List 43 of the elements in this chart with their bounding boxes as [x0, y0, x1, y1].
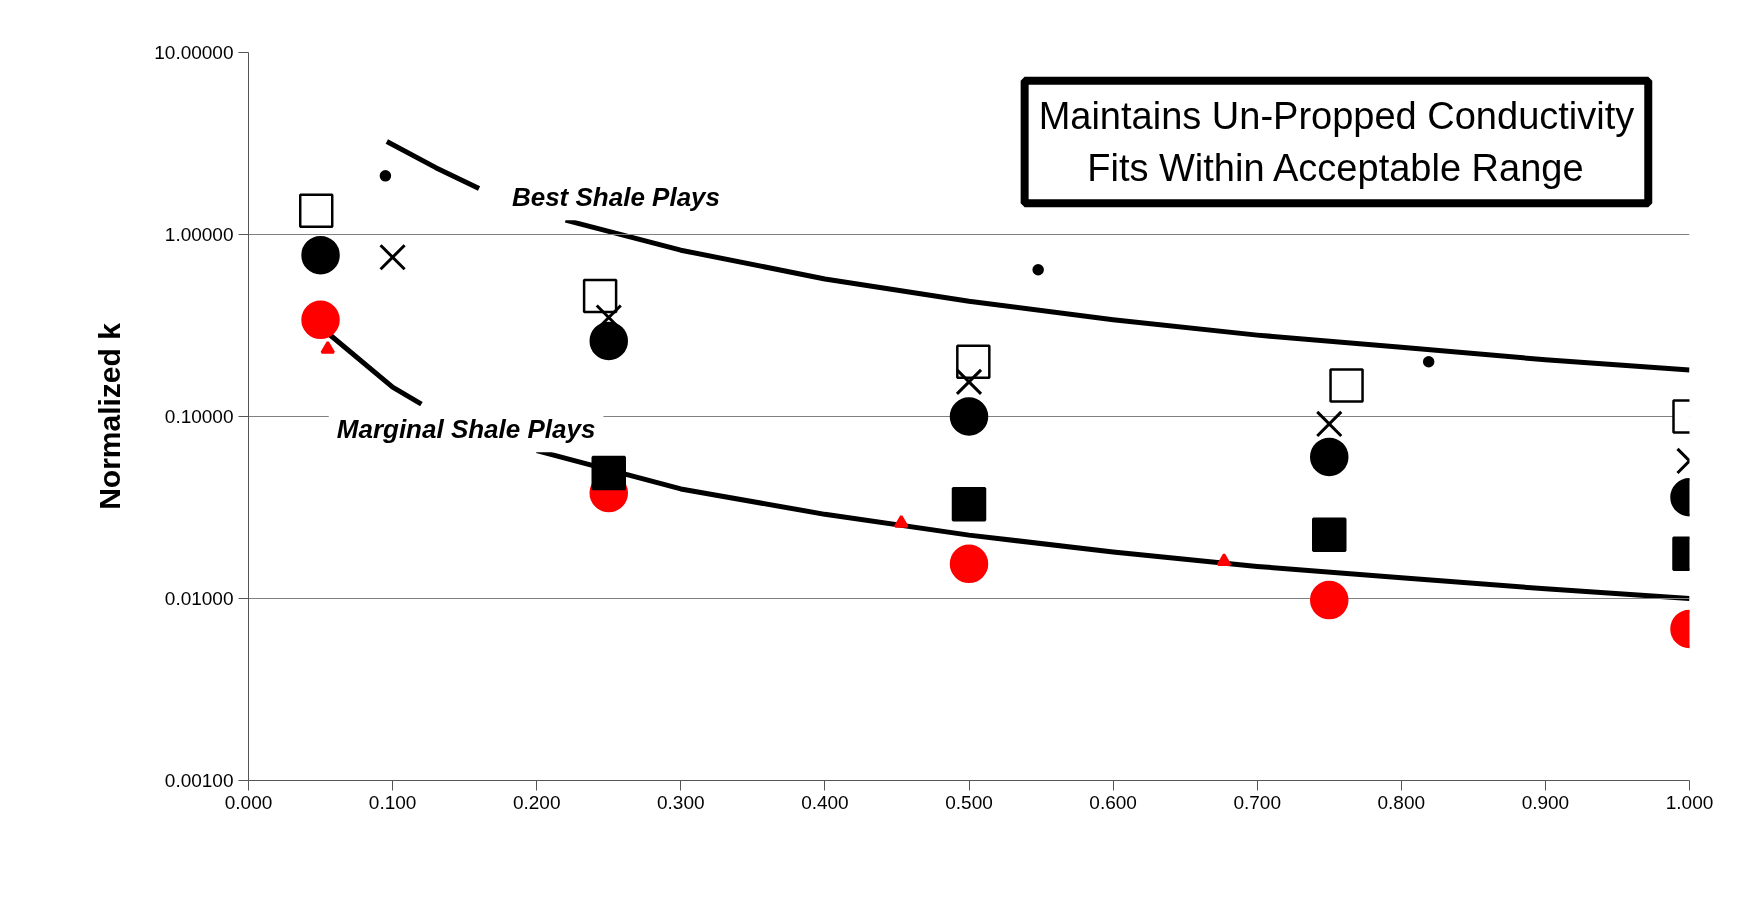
x-tick-label: 0.500 — [945, 791, 993, 813]
point — [1032, 264, 1044, 276]
x-tick-label: 0.400 — [801, 791, 849, 813]
point — [379, 170, 392, 182]
point — [589, 321, 628, 361]
point — [956, 344, 991, 379]
point — [1315, 410, 1343, 438]
point — [1312, 517, 1347, 552]
point — [949, 397, 989, 436]
point — [1310, 437, 1349, 477]
point — [582, 278, 618, 314]
y-tick-label: 0.00100 — [164, 770, 234, 791]
y-tick-label: 0.10000 — [164, 406, 234, 427]
point — [1216, 553, 1232, 567]
point — [955, 368, 983, 396]
x-tick-label: 1.000 — [1665, 791, 1714, 813]
point — [301, 235, 340, 275]
y-tick-label: 0.01000 — [164, 588, 234, 609]
point — [894, 514, 909, 528]
point — [301, 300, 340, 339]
x-tick-label: 0.800 — [1377, 791, 1426, 813]
point — [379, 243, 407, 271]
x-tick-label: 0.900 — [1521, 791, 1570, 813]
point — [1329, 368, 1364, 403]
x-tick-label: 0.300 — [657, 791, 705, 813]
annotation: Marginal Shale Plays — [336, 414, 596, 445]
x-tick-label: 0.000 — [224, 791, 273, 813]
y-tick-label: 1.00000 — [164, 224, 234, 245]
point — [298, 193, 334, 229]
point — [949, 544, 989, 584]
point — [1310, 580, 1349, 620]
y-tick-label: 10.00000 — [154, 42, 234, 63]
annotation: Best Shale Plays — [511, 182, 721, 213]
x-tick-label: 0.200 — [512, 791, 561, 813]
x-tick-label: 0.700 — [1233, 791, 1281, 813]
point — [1422, 355, 1435, 368]
annotation: Maintains Un-Propped Conductivity Fits Within Acceptable Range — [1038, 94, 1635, 190]
y-axis-title: Normalized k — [93, 322, 127, 510]
x-tick-label: 0.100 — [368, 791, 417, 813]
point — [951, 486, 987, 522]
point — [591, 455, 626, 491]
point — [320, 340, 336, 354]
x-tick-label: 0.600 — [1089, 791, 1137, 813]
